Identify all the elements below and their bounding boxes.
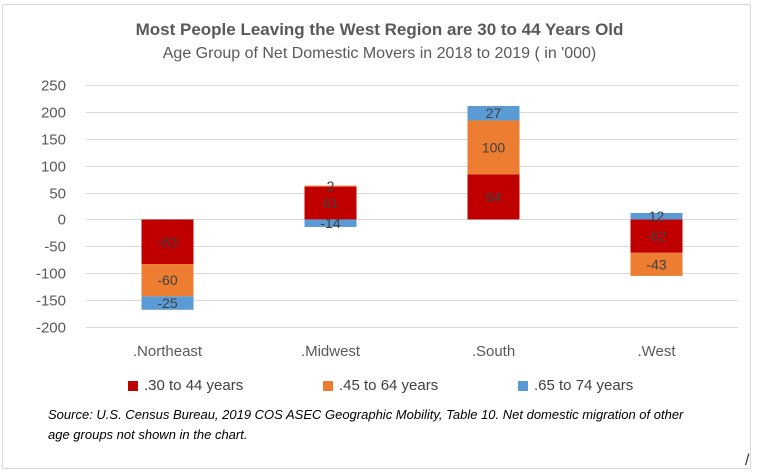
y-tick-label: 150: [41, 132, 66, 149]
x-tick-label: .South: [472, 343, 515, 360]
y-tick-label: -100: [36, 266, 66, 283]
y-tick-label: 200: [41, 105, 66, 122]
data-label: 12: [649, 208, 665, 224]
data-label: 27: [486, 105, 502, 121]
y-tick-label: 250: [41, 78, 66, 95]
bar-segment: [467, 105, 520, 121]
bar-segment: [630, 212, 683, 220]
chart-subtitle: Age Group of Net Domestic Movers in 2018…: [162, 45, 597, 62]
x-tick-label: .Midwest: [301, 343, 361, 360]
data-label: -62: [646, 228, 666, 244]
x-tick-label: .Northeast: [133, 343, 203, 360]
legend-label-30-44: .30 to 44 years: [144, 377, 244, 394]
data-label: 2: [327, 178, 335, 194]
legend-label-45-64: .45 to 64 years: [339, 377, 439, 394]
legend-item-65-74: .65 to 74 years: [518, 377, 633, 394]
bar-segment: [630, 252, 683, 276]
bar-segment: [141, 264, 194, 297]
data-label: 84: [486, 189, 502, 205]
legend-item-45-64: .45 to 64 years: [323, 377, 438, 394]
bar-segment: [304, 219, 357, 227]
data-label: -60: [157, 272, 177, 288]
data-label: -14: [320, 215, 340, 231]
y-tick-label: 100: [41, 159, 66, 176]
source-note: Source: U.S. Census Bureau, 2019 COS ASE…: [48, 407, 684, 442]
y-tick-label: -150: [36, 293, 66, 310]
chart-legend: .30 to 44 years .45 to 64 years .65 to 7…: [0, 377, 759, 397]
y-tick-label: 0: [58, 212, 66, 229]
bar-segment: [467, 174, 520, 220]
corner-mark: /: [745, 452, 750, 469]
legend-item-30-44: .30 to 44 years: [128, 377, 243, 394]
legend-swatch-45-64: [323, 380, 333, 391]
data-label: -83: [157, 234, 177, 250]
chart-frame: [2, 4, 751, 469]
y-tick-label: -50: [44, 239, 66, 256]
legend-swatch-30-44: [128, 380, 138, 391]
data-label: -25: [157, 295, 177, 311]
legend-label-65-74: .65 to 74 years: [534, 377, 634, 394]
bar-segment: [141, 296, 194, 310]
x-tick-label: .West: [637, 343, 676, 360]
legend-swatch-65-74: [518, 380, 528, 391]
bar-segment: [304, 185, 357, 187]
bar-segment: [630, 219, 683, 253]
bar-segment: [304, 186, 357, 220]
y-tick-label: 50: [49, 186, 66, 203]
chart-title: Most People Leaving the West Region are …: [135, 20, 624, 39]
data-label: -43: [646, 256, 666, 272]
y-tick-label: -200: [36, 320, 66, 337]
bar-segment: [141, 219, 194, 265]
data-label: 61: [323, 195, 339, 211]
bar-segment: [467, 120, 520, 175]
data-label: 100: [482, 139, 506, 155]
